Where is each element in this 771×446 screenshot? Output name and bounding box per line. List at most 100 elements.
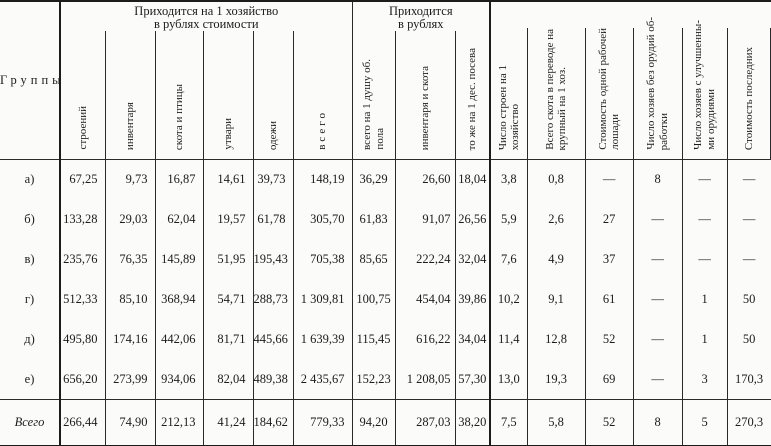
data-cell: 184,62 bbox=[252, 399, 293, 446]
data-cell: 19,3 bbox=[526, 359, 586, 400]
data-cell: — bbox=[632, 279, 683, 320]
col-header-livestock-poultry: скота и птицы bbox=[154, 31, 203, 160]
data-cell: 76,35 bbox=[104, 239, 155, 280]
vertical-label-line: лошади bbox=[609, 114, 622, 150]
vertical-label-line: инвентаря bbox=[123, 101, 136, 150]
vertical-label-line: крупный на 1 хоз. bbox=[556, 66, 569, 150]
data-cell: 85,65 bbox=[351, 239, 396, 280]
table-row: д) 495,80 174,16 442,06 81,71 445,66 1 6… bbox=[0, 319, 771, 360]
data-cell: 29,03 bbox=[104, 199, 155, 240]
vertical-label-line: хозяйство bbox=[509, 103, 522, 150]
data-cell: 8 bbox=[632, 399, 683, 446]
data-cell: 16,87 bbox=[154, 159, 203, 200]
data-cell: — bbox=[632, 319, 683, 360]
vertical-label: Стоимость последних bbox=[727, 2, 771, 159]
table-row: а) 67,25 9,73 16,87 14,61 39,73 148,19 3… bbox=[0, 159, 771, 200]
data-cell: 1 bbox=[681, 279, 728, 320]
vertical-label-line: всего на 1 душу об. bbox=[361, 59, 374, 150]
data-cell: 934,06 bbox=[154, 359, 203, 400]
vertical-label-line: одежи bbox=[266, 120, 279, 150]
data-cell: — bbox=[681, 239, 728, 280]
row-label: д) bbox=[24, 332, 35, 346]
vertical-label-line: Стоимость одной рабочей bbox=[596, 28, 609, 150]
data-cell: 454,04 bbox=[394, 279, 456, 320]
vertical-label-line: Число хозяев без орудий об- bbox=[645, 17, 658, 150]
vertical-label-line: утвари bbox=[221, 118, 234, 150]
data-cell: 152,23 bbox=[351, 359, 396, 400]
data-cell: — bbox=[681, 199, 728, 240]
data-cell: 82,04 bbox=[202, 359, 253, 400]
data-cell: 9,73 bbox=[104, 159, 155, 200]
vertical-label: то же на 1 дес. посева bbox=[456, 31, 490, 159]
data-cell: 170,3 bbox=[726, 359, 771, 400]
col-header-clothing: одежи bbox=[252, 31, 293, 160]
data-cell: — bbox=[632, 359, 683, 400]
data-cell: 222,24 bbox=[394, 239, 456, 280]
data-cell: 5,8 bbox=[526, 399, 586, 446]
data-cell: 656,20 bbox=[59, 359, 105, 400]
group-header-line: Приходится на 1 хозяйство bbox=[134, 4, 279, 18]
data-cell: 61,78 bbox=[252, 199, 293, 240]
vertical-label-line: Число строен на 1 bbox=[496, 64, 509, 150]
table-row: е) 656,20 273,99 934,06 82,04 489,38 2 4… bbox=[0, 359, 771, 400]
data-cell: 69 bbox=[584, 359, 634, 400]
data-cell: 2,6 bbox=[526, 199, 586, 240]
data-cell: 779,33 bbox=[292, 399, 353, 446]
row-label: а) bbox=[24, 172, 35, 187]
data-cell: 38,20 bbox=[454, 399, 491, 446]
col-header-total: всего bbox=[292, 31, 353, 160]
data-cell: — bbox=[726, 239, 771, 280]
data-cell: 11,4 bbox=[489, 319, 528, 360]
vertical-label-line: инвентаря и скота bbox=[418, 65, 431, 150]
data-cell: — bbox=[584, 159, 634, 200]
data-cell: 368,94 bbox=[154, 279, 203, 320]
data-cell: 9,1 bbox=[526, 279, 586, 320]
data-cell: 495,80 bbox=[59, 319, 105, 360]
data-cell: 1 208,05 bbox=[394, 359, 456, 400]
data-cell: 94,20 bbox=[351, 399, 396, 446]
col-header-structures-per-household: Число строен на 1 хозяйство bbox=[489, 1, 528, 160]
col-header-livestock-converted: Всего скота в переводе на крупный на 1 хо… bbox=[526, 1, 586, 160]
col-header-workhorse-cost: Стоимость одной рабочей лошади bbox=[584, 1, 634, 160]
row-label-column-header: Группы bbox=[0, 1, 61, 160]
data-cell: — bbox=[726, 159, 771, 200]
data-cell: 3,8 bbox=[489, 159, 528, 200]
data-cell: 12,8 bbox=[526, 319, 586, 360]
groups-label: Группы bbox=[0, 73, 65, 87]
table-row: г) 512,33 85,10 368,94 54,71 288,73 1 30… bbox=[0, 279, 771, 320]
table-body: а) 67,25 9,73 16,87 14,61 39,73 148,19 3… bbox=[0, 159, 771, 446]
group-header-line: Приходится bbox=[389, 4, 453, 18]
data-cell: 133,28 bbox=[59, 199, 105, 240]
data-cell: 100,75 bbox=[351, 279, 396, 320]
vertical-label: всего bbox=[294, 31, 352, 159]
data-cell: 19,57 bbox=[202, 199, 253, 240]
table-row-total: Всего 266,44 74,90 212,13 41,24 184,62 7… bbox=[0, 399, 771, 446]
data-cell: 305,70 bbox=[292, 199, 353, 240]
data-cell: 145,89 bbox=[154, 239, 203, 280]
col-header-owners-improved-tools: Число хозяев с улучшенны-ми орудиями bbox=[681, 1, 728, 160]
table-row: б) 133,28 29,03 62,04 19,57 61,78 305,70… bbox=[0, 199, 771, 240]
data-cell: 51,95 bbox=[202, 239, 253, 280]
vertical-label-line: то же на 1 дес. посева bbox=[466, 47, 479, 150]
vertical-label: инвентаря и скота bbox=[396, 31, 455, 159]
data-cell: 32,04 bbox=[454, 239, 491, 280]
vertical-label: Число хозяев без орудий об-работки bbox=[633, 2, 682, 159]
data-cell: 5,9 bbox=[489, 199, 528, 240]
data-cell: 212,13 bbox=[154, 399, 203, 446]
data-cell: 235,76 bbox=[59, 239, 105, 280]
vertical-label: Стоимость одной рабочей лошади bbox=[585, 2, 633, 159]
col-header-per-dessiatine: то же на 1 дес. посева bbox=[454, 31, 491, 160]
data-cell: 13,0 bbox=[489, 359, 528, 400]
data-cell: 27 bbox=[584, 199, 634, 240]
data-cell: 287,03 bbox=[394, 399, 456, 446]
data-cell: 54,71 bbox=[202, 279, 253, 320]
data-cell: 148,19 bbox=[292, 159, 353, 200]
vertical-label: Число строен на 1 хозяйство bbox=[491, 2, 527, 159]
data-cell: 442,06 bbox=[154, 319, 203, 360]
data-cell: 67,25 bbox=[59, 159, 105, 200]
col-header-owners-without-tools: Число хозяев без орудий об-работки bbox=[632, 1, 683, 160]
data-cell: 61,83 bbox=[351, 199, 396, 240]
data-cell: — bbox=[632, 199, 683, 240]
